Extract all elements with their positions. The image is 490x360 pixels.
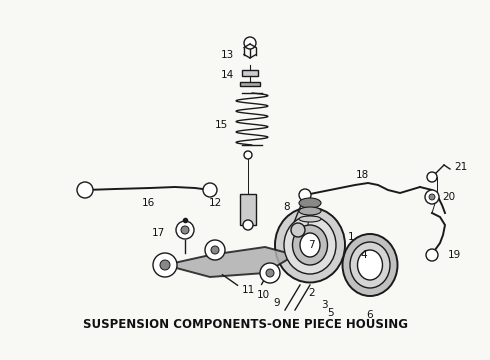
- Text: 15: 15: [215, 120, 228, 130]
- Ellipse shape: [350, 242, 390, 288]
- Bar: [240, 82, 260, 86]
- Text: 10: 10: [257, 290, 270, 300]
- Ellipse shape: [358, 250, 383, 280]
- Text: 12: 12: [209, 198, 222, 208]
- Ellipse shape: [293, 225, 327, 265]
- Text: 17: 17: [152, 228, 165, 238]
- Ellipse shape: [284, 216, 336, 274]
- Circle shape: [153, 253, 177, 277]
- Text: 8: 8: [283, 202, 290, 212]
- Circle shape: [244, 151, 252, 159]
- Circle shape: [426, 249, 438, 261]
- Circle shape: [203, 183, 217, 197]
- Circle shape: [77, 182, 93, 198]
- Circle shape: [211, 246, 219, 254]
- Ellipse shape: [343, 234, 397, 296]
- Circle shape: [160, 260, 170, 270]
- Text: 14: 14: [221, 70, 234, 80]
- Text: 1: 1: [348, 232, 355, 242]
- Bar: [240, 194, 256, 225]
- Text: 21: 21: [454, 162, 467, 172]
- Bar: [242, 70, 258, 76]
- Circle shape: [299, 189, 311, 201]
- Text: 13: 13: [221, 50, 234, 60]
- Text: 20: 20: [442, 192, 455, 202]
- Text: 16: 16: [142, 198, 155, 208]
- Ellipse shape: [275, 207, 345, 283]
- Text: 18: 18: [355, 170, 368, 180]
- Polygon shape: [165, 247, 295, 277]
- Text: 2: 2: [309, 288, 315, 298]
- Circle shape: [260, 263, 280, 283]
- Circle shape: [425, 190, 439, 204]
- Ellipse shape: [299, 207, 321, 215]
- Text: 7: 7: [308, 240, 315, 250]
- Ellipse shape: [300, 233, 320, 257]
- Circle shape: [427, 172, 437, 182]
- Ellipse shape: [299, 198, 321, 208]
- Circle shape: [176, 221, 194, 239]
- Text: SUSPENSION COMPONENTS-ONE PIECE HOUSING: SUSPENSION COMPONENTS-ONE PIECE HOUSING: [82, 319, 408, 332]
- Circle shape: [181, 226, 189, 234]
- Circle shape: [243, 220, 253, 230]
- Circle shape: [205, 240, 225, 260]
- Text: 5: 5: [327, 308, 333, 318]
- Text: 19: 19: [448, 250, 461, 260]
- Ellipse shape: [299, 216, 321, 222]
- Text: 4: 4: [360, 250, 367, 260]
- Circle shape: [266, 269, 274, 277]
- Circle shape: [429, 194, 435, 200]
- Text: 6: 6: [367, 310, 373, 320]
- Circle shape: [291, 223, 305, 237]
- Text: 3: 3: [320, 300, 327, 310]
- Circle shape: [244, 37, 256, 49]
- Text: 11: 11: [242, 285, 255, 295]
- Text: 9: 9: [273, 298, 280, 308]
